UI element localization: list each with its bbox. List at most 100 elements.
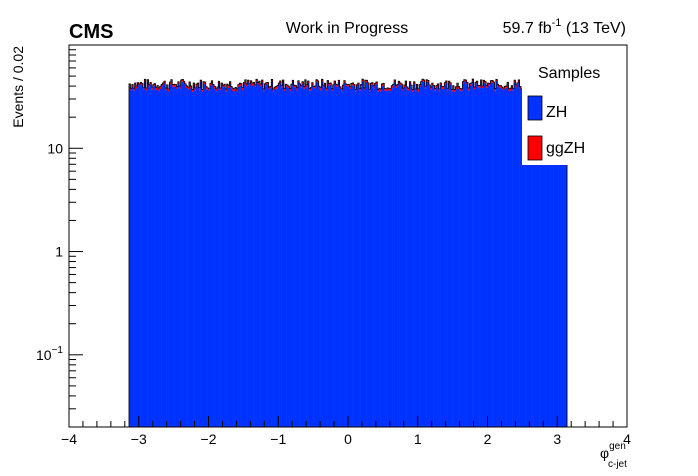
histogram-bin-ggzh: [299, 83, 301, 86]
histogram-bin-zh: [442, 88, 445, 427]
histogram-bin-ggzh: [424, 86, 427, 89]
histogram-bin-ggzh: [204, 81, 207, 85]
histogram-bin-ggzh: [168, 88, 170, 92]
histogram-bin-zh: [440, 84, 442, 427]
histogram-bin-zh: [447, 90, 449, 428]
histogram-bin-zh: [307, 82, 310, 427]
histogram-bin-ggzh: [159, 86, 162, 90]
x-axis-label-main: φ: [600, 445, 609, 461]
histogram-bin-ggzh: [201, 89, 204, 92]
histogram-bin-zh: [188, 84, 191, 427]
histogram-bin-zh: [541, 90, 544, 427]
histogram-bin-zh: [416, 86, 419, 427]
histogram-bin-ggzh: [230, 86, 233, 89]
histogram-bin-ggzh: [271, 79, 273, 82]
histogram-bin-ggzh: [187, 87, 190, 90]
histogram-bin-ggzh: [367, 82, 370, 86]
histogram-bin-ggzh: [135, 85, 138, 89]
histogram-bin-zh: [467, 90, 470, 428]
histogram-bin-zh: [479, 88, 481, 427]
histogram-bin-ggzh: [420, 81, 423, 84]
histogram-bin-ggzh: [158, 88, 160, 91]
histogram-bin-ggzh: [269, 86, 272, 89]
histogram-bin-zh: [205, 89, 208, 428]
histogram-bin-zh: [486, 87, 488, 427]
histogram-bin-ggzh: [170, 79, 173, 82]
histogram-bin-zh: [229, 83, 232, 428]
histogram-bin-ggzh: [151, 86, 153, 90]
histogram-bin-ggzh: [279, 80, 282, 83]
x-tick-label: 0: [344, 431, 352, 447]
histogram-bin-ggzh: [486, 85, 488, 88]
histogram-bin-ggzh: [487, 83, 490, 86]
histogram-bin-ggzh: [502, 87, 505, 91]
histogram-bin-zh: [315, 81, 318, 427]
histogram-bin-ggzh: [354, 89, 357, 92]
histogram-bin-ggzh: [147, 79, 149, 82]
histogram-bin-ggzh: [396, 84, 399, 87]
histogram-bin-zh: [208, 90, 211, 428]
histogram-bin-zh: [267, 84, 269, 427]
histogram-bin-zh: [363, 89, 366, 427]
histogram-bin-zh: [483, 82, 486, 427]
histogram-bin-zh: [301, 83, 304, 427]
histogram-bin-ggzh: [515, 84, 518, 88]
histogram-bin-ggzh: [272, 89, 275, 92]
histogram-bin-zh: [532, 83, 534, 427]
histogram-bin-zh: [403, 86, 406, 428]
histogram-bin-zh: [236, 91, 239, 427]
histogram-bin-ggzh: [246, 83, 248, 87]
histogram-bin-zh: [546, 82, 548, 427]
histogram-bin-ggzh: [413, 81, 416, 84]
histogram-bin-zh: [325, 90, 328, 427]
histogram-bin-zh: [462, 83, 465, 427]
histogram-bin-ggzh: [179, 86, 181, 89]
histogram-bin-ggzh: [421, 79, 424, 82]
histogram-bin-zh: [428, 87, 431, 428]
histogram-bin-ggzh: [262, 88, 265, 92]
histogram-bin-zh: [474, 84, 477, 427]
histogram-bin-zh: [480, 81, 483, 427]
histogram-bin-zh: [334, 83, 336, 427]
histogram-bin-zh: [253, 84, 255, 428]
histogram-bin-zh: [412, 91, 414, 427]
y-tick-label: 10−1: [36, 345, 63, 363]
histogram-bin-zh: [239, 85, 241, 427]
histogram-bin-zh: [548, 84, 551, 428]
histogram-bin-zh: [525, 83, 527, 427]
histogram-bin-ggzh: [431, 83, 434, 86]
histogram-bin-zh: [144, 81, 147, 427]
histogram-bin-ggzh: [306, 84, 308, 88]
histogram-bin-ggzh: [505, 85, 508, 88]
histogram-bin-zh: [505, 87, 508, 428]
histogram-bin-zh: [177, 83, 180, 428]
histogram-bin-zh: [387, 90, 389, 427]
histogram-bin-zh: [324, 85, 326, 428]
histogram-bin-ggzh: [134, 83, 137, 86]
histogram-bin-ggzh: [285, 84, 287, 87]
histogram-bin-ggzh: [433, 85, 435, 88]
histogram-bin-zh: [449, 84, 452, 428]
histogram-bin-ggzh: [235, 87, 237, 90]
histogram-bin-zh: [514, 82, 516, 427]
histogram-bin-ggzh: [197, 83, 200, 86]
histogram-bin-ggzh: [228, 85, 230, 88]
histogram-bin-zh: [314, 88, 317, 428]
histogram-bin-zh: [268, 89, 271, 428]
histogram-bin-zh: [306, 87, 308, 427]
histogram-bin-zh: [375, 84, 378, 427]
histogram-bin-zh: [250, 83, 253, 427]
histogram-bin-ggzh: [184, 83, 187, 86]
histogram-bin-zh: [165, 90, 167, 427]
histogram-bin-ggzh: [493, 81, 495, 85]
histogram-bin-ggzh: [463, 79, 466, 82]
histogram-bin-zh: [377, 91, 379, 427]
histogram-bin-zh: [180, 82, 183, 427]
histogram-bin-zh: [190, 88, 193, 427]
histogram-bin-ggzh: [342, 85, 345, 88]
histogram-bin-zh: [265, 84, 268, 427]
histogram-bin-zh: [343, 82, 346, 427]
histogram-bin-zh: [297, 82, 300, 428]
histogram-bin-zh: [523, 89, 526, 427]
histogram-bin-ggzh: [345, 83, 347, 86]
